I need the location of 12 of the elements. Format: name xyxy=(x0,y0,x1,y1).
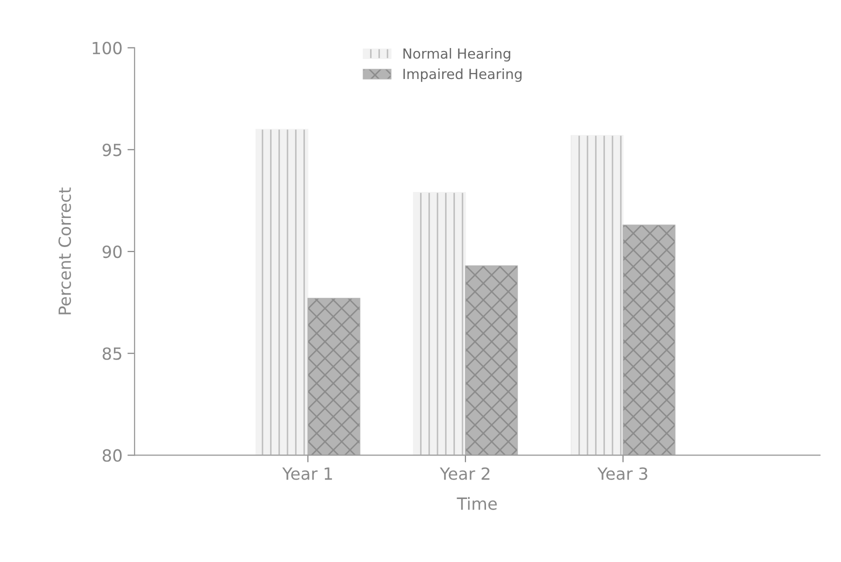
x-tick-label: Year 1 xyxy=(282,468,332,480)
x-tick-label: Year 3 xyxy=(597,467,648,480)
y-tick-label: 80 xyxy=(102,449,122,462)
y-tick-label: 90 xyxy=(102,245,122,258)
y-tick-label: 95 xyxy=(102,144,122,156)
y-axis-title: Percent Correct xyxy=(58,187,72,314)
legend-label: Impaired Hearing xyxy=(403,68,522,82)
legend-label: Normal Hearing xyxy=(403,48,510,62)
y-tick-label: 100 xyxy=(92,42,122,54)
y-tick-label: 85 xyxy=(102,347,122,360)
x-tick-label: Year 2 xyxy=(440,467,490,480)
x-axis-title: Time xyxy=(456,497,497,510)
